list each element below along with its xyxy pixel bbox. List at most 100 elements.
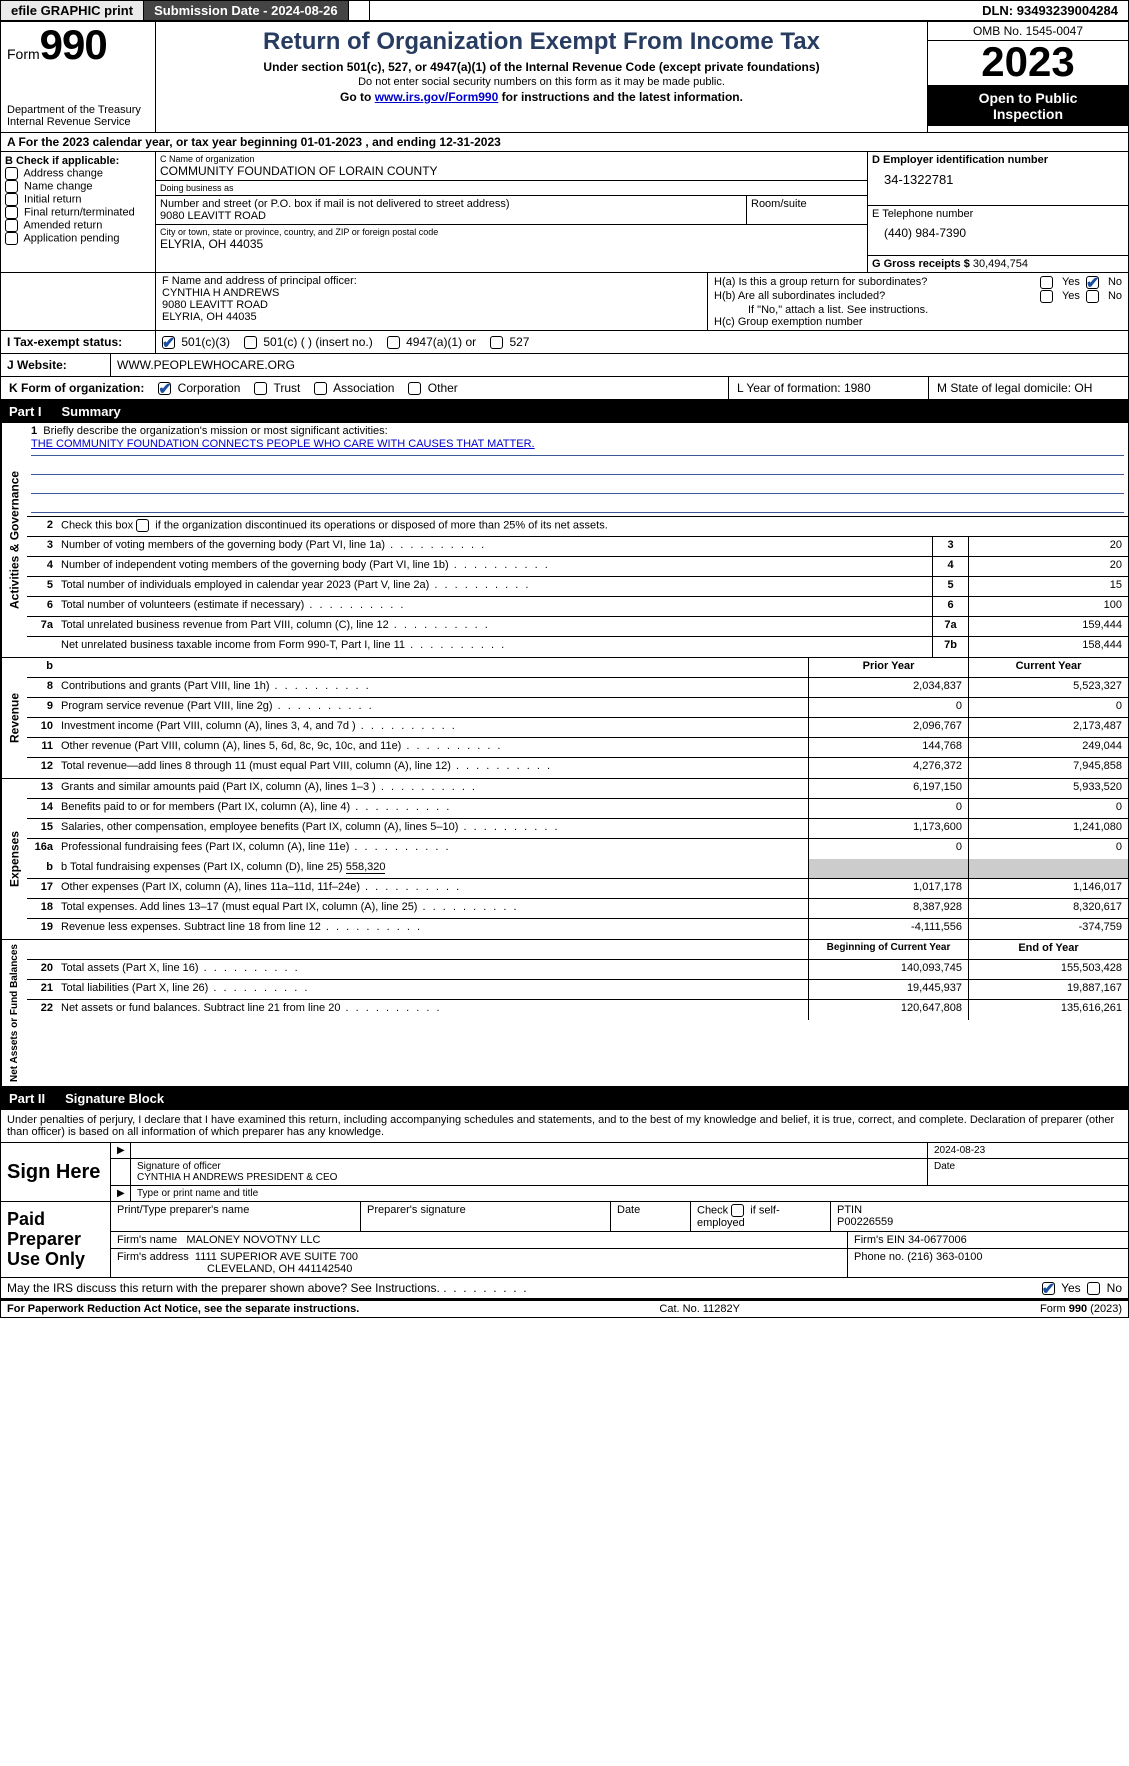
- mayirs-q: May the IRS discuss this return with the…: [7, 1281, 440, 1295]
- no-label: No: [1108, 276, 1122, 288]
- inspection-badge: Open to Public Inspection: [928, 86, 1128, 126]
- h-c-label: H(c) Group exemption number: [714, 316, 1122, 328]
- k-assoc-checkbox[interactable]: [314, 382, 327, 395]
- mayirs-no: No: [1107, 1281, 1122, 1295]
- firm-ein: 34-0677006: [908, 1234, 967, 1246]
- inspect-l2: Inspection: [930, 106, 1126, 122]
- k-label: K Form of organization:: [9, 381, 144, 395]
- summary-exp: Expenses 13Grants and similar amounts pa…: [0, 779, 1129, 940]
- summary-row: 4Number of independent voting members of…: [27, 557, 1128, 577]
- colB-checkbox[interactable]: [5, 206, 18, 219]
- mayirs-no-checkbox[interactable]: [1087, 1282, 1100, 1295]
- colB-checkbox[interactable]: [5, 219, 18, 232]
- k-corp: Corporation: [178, 381, 241, 395]
- summary-row: 16aProfessional fundraising fees (Part I…: [27, 839, 1128, 859]
- mayirs-yes-checkbox[interactable]: [1042, 1282, 1055, 1295]
- row-i: I Tax-exempt status: 501(c)(3) 501(c) ( …: [0, 331, 1129, 354]
- summary-gov: Activities & Governance 1 Briefly descri…: [0, 423, 1129, 658]
- ein-label: D Employer identification number: [872, 154, 1124, 166]
- dln-value: 93493239004284: [1017, 3, 1118, 18]
- l2-checkbox[interactable]: [136, 519, 149, 532]
- self-employed-checkbox[interactable]: [731, 1204, 744, 1217]
- title-cell: Return of Organization Exempt From Incom…: [156, 22, 928, 133]
- mission-text[interactable]: THE COMMUNITY FOUNDATION CONNECTS PEOPLE…: [31, 438, 535, 450]
- part1-title: Summary: [62, 404, 121, 419]
- ein-value: 34-1322781: [872, 166, 1124, 193]
- colB-label: B Check if applicable:: [5, 155, 151, 167]
- firm-addr-label: Firm's address: [117, 1251, 189, 1263]
- i-527-checkbox[interactable]: [490, 336, 503, 349]
- dba-cell: Doing business as: [156, 181, 867, 196]
- pp-name-label: Print/Type preparer's name: [111, 1202, 361, 1231]
- colB-checkbox[interactable]: [5, 167, 18, 180]
- website-value: WWW.PEOPLEWHOCARE.ORG: [117, 358, 295, 372]
- i-label: I Tax-exempt status:: [1, 331, 156, 353]
- fh-left-blank: [1, 273, 156, 330]
- firm-addr2: CLEVELAND, OH 441142540: [117, 1263, 352, 1275]
- vtab-gov: Activities & Governance: [1, 423, 27, 657]
- hb-no-checkbox[interactable]: [1086, 290, 1099, 303]
- part2-num: Part II: [9, 1091, 45, 1106]
- part2-header: Part II Signature Block: [0, 1087, 1129, 1110]
- goto-post: for instructions and the latest informat…: [502, 90, 743, 104]
- m-state: M State of legal domicile: OH: [928, 377, 1128, 399]
- officer-sig-name: CYNTHIA H ANDREWS PRESIDENT & CEO: [137, 1172, 337, 1183]
- paid-preparer-label: Paid Preparer Use Only: [1, 1202, 111, 1277]
- k-corp-checkbox[interactable]: [158, 382, 171, 395]
- addr-label: Number and street (or P.O. box if mail i…: [160, 198, 742, 210]
- h-cell: H(a) Is this a group return for subordin…: [708, 273, 1128, 330]
- summary-rev: Revenue b Prior Year Current Year 8Contr…: [0, 658, 1129, 779]
- i-527: 527: [509, 335, 529, 349]
- yes-label-2: Yes: [1062, 290, 1080, 302]
- efile-button[interactable]: efile GRAPHIC print: [1, 1, 144, 20]
- colB-item: Final return/terminated: [5, 206, 151, 219]
- i-501c3-checkbox[interactable]: [162, 336, 175, 349]
- ptin-label: PTIN: [837, 1204, 862, 1216]
- mayirs-yes: Yes: [1061, 1281, 1081, 1295]
- rowA-mid: , and ending: [365, 135, 439, 149]
- rev-header: b Prior Year Current Year: [27, 658, 1128, 678]
- form-number: 990: [40, 21, 107, 68]
- arrow-icon: ▶: [111, 1143, 131, 1158]
- col-d: D Employer identification number 34-1322…: [868, 152, 1128, 272]
- signature-area: Sign Here ▶ 2024-08-23 Signature of offi…: [0, 1143, 1129, 1278]
- firm-phone: (216) 363-0100: [907, 1251, 982, 1263]
- k-other-checkbox[interactable]: [408, 382, 421, 395]
- i-4947-checkbox[interactable]: [387, 336, 400, 349]
- entity-block: B Check if applicable: Address change Na…: [0, 152, 1129, 273]
- firm-addr1: 1111 SUPERIOR AVE SUITE 700: [195, 1251, 358, 1263]
- gross-label: G Gross receipts $: [872, 258, 970, 270]
- subtitle-1: Under section 501(c), 527, or 4947(a)(1)…: [162, 60, 921, 74]
- colB-checkbox[interactable]: [5, 193, 18, 206]
- gross-value: 30,494,754: [973, 258, 1028, 270]
- col-b: B Check if applicable: Address change Na…: [1, 152, 156, 272]
- h-b2-text: If "No," attach a list. See instructions…: [714, 304, 1122, 316]
- hb-yes-checkbox[interactable]: [1040, 290, 1053, 303]
- row-a-period: A For the 2023 calendar year, or tax yea…: [0, 133, 1129, 152]
- ha-yes-checkbox[interactable]: [1040, 276, 1053, 289]
- summary-row: 5Total number of individuals employed in…: [27, 577, 1128, 597]
- officer-addr2: ELYRIA, OH 44035: [162, 311, 701, 323]
- i-501c-checkbox[interactable]: [244, 336, 257, 349]
- line-2: 2 Check this box if the organization dis…: [27, 517, 1128, 537]
- arrow-icon-2: ▶: [111, 1186, 131, 1201]
- h-a-label: H(a) Is this a group return for subordin…: [714, 276, 1034, 288]
- colB-checkbox[interactable]: [5, 232, 18, 245]
- summary-row: 20Total assets (Part X, line 16)140,093,…: [27, 960, 1128, 980]
- k-other: Other: [428, 381, 458, 395]
- col-curr: Current Year: [968, 658, 1128, 677]
- org-name-cell: C Name of organization COMMUNITY FOUNDAT…: [156, 152, 867, 181]
- dba-label: Doing business as: [160, 183, 863, 193]
- k-trust-checkbox[interactable]: [254, 382, 267, 395]
- summary-row: 18Total expenses. Add lines 13–17 (must …: [27, 899, 1128, 919]
- rowA-end: 12-31-2023: [439, 135, 500, 149]
- f-cell: F Name and address of principal officer:…: [156, 273, 708, 330]
- ha-no-checkbox[interactable]: [1086, 276, 1099, 289]
- col-beg: Beginning of Current Year: [808, 940, 968, 959]
- colB-checkbox[interactable]: [5, 180, 18, 193]
- dln: DLN: 93493239004284: [972, 1, 1128, 20]
- may-irs-row: May the IRS discuss this return with the…: [0, 1278, 1129, 1299]
- irs-link[interactable]: www.irs.gov/Form990: [375, 90, 499, 104]
- mission-block: 1 Briefly describe the organization's mi…: [27, 423, 1128, 517]
- colB-item: Application pending: [5, 232, 151, 245]
